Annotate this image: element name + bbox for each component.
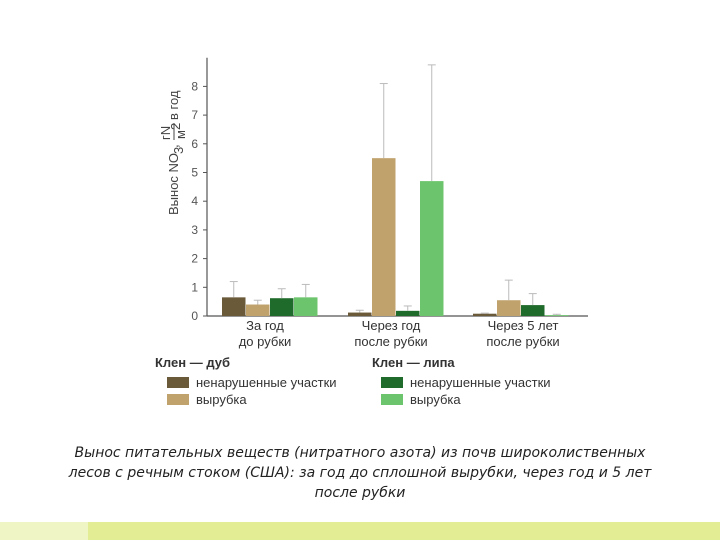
legend-swatch	[167, 377, 189, 388]
y-tick-label: 5	[191, 166, 198, 180]
y-tick-label: 8	[191, 79, 198, 93]
chart-legend: Клен — дуб Клен — липа ненарушенные участк…	[155, 355, 551, 407]
legend-swatch	[381, 394, 403, 405]
legend-group-title: Клен — дуб	[155, 355, 230, 370]
legend-label: вырубка	[410, 392, 461, 407]
y-tick-label: 0	[191, 309, 198, 323]
legend-group-title: Клен — липа	[372, 355, 455, 370]
y-tick-label: 1	[191, 280, 198, 294]
figure-caption: Вынос питательных веществ (нитратного аз…	[68, 445, 652, 501]
bar	[246, 304, 270, 316]
bar	[270, 298, 294, 316]
y-axis-label-rest: в год	[166, 90, 181, 120]
bar	[222, 297, 246, 316]
y-axis-label-sub: 3	[171, 147, 186, 154]
legend-label: вырубка	[196, 392, 247, 407]
legend-label: ненарушенные участки	[196, 375, 337, 390]
footer-bar-accent	[0, 522, 88, 540]
y-tick-label: 2	[191, 252, 198, 266]
y-axis-label: Вынос NO3, гN м2 в год	[158, 90, 188, 215]
x-category-label: Через год	[362, 318, 421, 333]
bar	[521, 305, 545, 316]
x-category-label: За год	[246, 318, 284, 333]
y-tick-label: 6	[191, 137, 198, 151]
bar	[420, 181, 444, 316]
legend-label: ненарушенные участки	[410, 375, 551, 390]
x-category-label: до рубки	[239, 334, 292, 349]
bar	[473, 313, 497, 316]
chart-bars	[222, 64, 569, 316]
y-axis-label-comma: ,	[166, 144, 181, 148]
y-tick-label: 7	[191, 108, 198, 122]
bar	[372, 158, 396, 316]
bar	[497, 300, 521, 316]
x-category-label: Через 5 лет	[488, 318, 559, 333]
y-axis-label-numerator: гN	[158, 126, 173, 140]
y-tick-label: 3	[191, 223, 198, 237]
y-axis-label-main: Вынос NO	[166, 153, 181, 215]
x-category-label: после рубки	[486, 334, 559, 349]
bar	[545, 315, 569, 316]
x-category-label: после рубки	[354, 334, 427, 349]
y-axis-label-sup: 2	[168, 123, 183, 130]
y-tick-label: 4	[191, 194, 198, 208]
legend-swatch	[167, 394, 189, 405]
bar	[396, 310, 420, 316]
legend-swatch	[381, 377, 403, 388]
y-axis-label-denominator: м	[173, 130, 188, 139]
footer-bar	[0, 522, 720, 540]
bar	[348, 312, 372, 316]
bar	[294, 297, 318, 316]
